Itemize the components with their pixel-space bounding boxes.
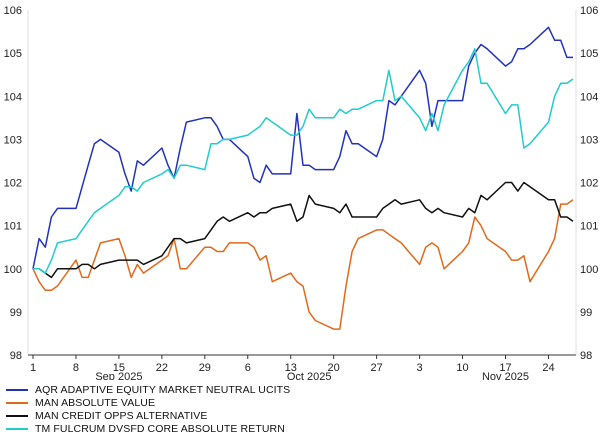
x-tick-label: 13	[285, 362, 297, 374]
series-lines	[32, 26, 574, 330]
x-tick-label: 17	[499, 362, 511, 374]
y-tick-label-left: 104	[4, 91, 22, 103]
x-tick-label: 10	[456, 362, 468, 374]
y-tick-label-left: 103	[4, 134, 22, 146]
y-tick-label-left: 100	[4, 264, 22, 276]
x-tick-label: 27	[371, 362, 383, 374]
y-tick-label-right: 103	[580, 134, 598, 146]
x-tick-label: 20	[328, 362, 340, 374]
series-line-1	[32, 26, 573, 269]
legend-label: MAN CREDIT OPPS ALTERNATIVE	[35, 409, 208, 422]
y-tick-label-left: 99	[10, 307, 22, 319]
y-tick-label-right: 100	[580, 264, 598, 276]
x-month-label: Sep 2025	[95, 371, 142, 380]
chart-legend: AQR ADAPTIVE EQUITY MARKET NEUTRAL UCITS…	[6, 383, 596, 435]
plot-frame	[27, 10, 577, 356]
x-tick-label: 24	[542, 362, 554, 374]
y-tick-label-left: 102	[4, 178, 22, 190]
y-tick-label-left: 105	[4, 48, 22, 60]
legend-swatch	[6, 388, 28, 391]
y-tick-label-right: 99	[580, 307, 592, 319]
legend-item: MAN ABSOLUTE VALUE	[6, 396, 596, 409]
series-line-4	[33, 48, 574, 274]
x-tick-label: 1	[30, 362, 36, 374]
y-tick-label-right: 104	[580, 91, 598, 103]
legend-label: AQR ADAPTIVE EQUITY MARKET NEUTRAL UCITS	[35, 383, 291, 396]
x-tick-label: 22	[156, 362, 168, 374]
x-tick-label: 8	[73, 362, 79, 374]
legend-item: AQR ADAPTIVE EQUITY MARKET NEUTRAL UCITS	[6, 383, 596, 396]
x-month-label: Nov 2025	[482, 371, 529, 380]
x-tick-label: 15	[113, 362, 125, 374]
y-tick-label-right: 106	[580, 5, 598, 17]
y-tick-label-left: 106	[4, 5, 22, 17]
y-tick-label-right: 102	[580, 178, 598, 190]
y-axis-left: 98 99 100 101 102 103 104 105 106	[4, 5, 22, 362]
y-tick-label-right: 98	[580, 350, 592, 362]
y-tick-label-right: 105	[580, 48, 598, 60]
legend-swatch	[6, 414, 28, 417]
y-tick-label-right: 101	[580, 221, 598, 233]
x-tick-label: 3	[417, 362, 423, 374]
legend-label: TM FULCRUM DVSFD CORE ABSOLUTE RETURN	[35, 422, 285, 435]
legend-item: TM FULCRUM DVSFD CORE ABSOLUTE RETURN	[6, 422, 596, 435]
x-axis: 1 8 15 22 29 6 13 20 27 3 10 17 24 Sep 2025 Oct 2025 No…	[30, 355, 555, 383]
y-axis-right: 98 99 100 101 102 103 104 105 106	[580, 5, 598, 362]
legend-swatch	[6, 427, 28, 430]
legend-item: MAN CREDIT OPPS ALTERNATIVE	[6, 409, 596, 422]
x-tick-label: 29	[199, 362, 211, 374]
x-tick-label: 6	[245, 362, 251, 374]
x-month-label: Oct 2025	[287, 371, 332, 380]
series-line-2	[32, 199, 574, 330]
series-line-3	[33, 181, 574, 279]
y-tick-label-left: 98	[10, 350, 22, 362]
legend-label: MAN ABSOLUTE VALUE	[35, 396, 156, 409]
legend-swatch	[6, 401, 28, 404]
y-tick-label-left: 101	[4, 221, 22, 233]
